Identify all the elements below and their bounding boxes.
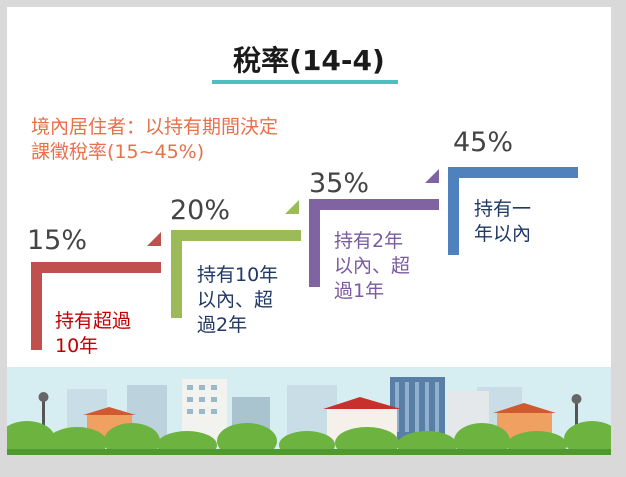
step-15-horizontal-bar <box>31 262 161 273</box>
step-35-horizontal-bar <box>309 199 439 210</box>
percent-35: 35% <box>309 168 370 199</box>
step-20-arrow-tip <box>285 200 299 214</box>
step-20-vertical-bar <box>171 230 182 318</box>
percent-45: 45% <box>453 127 514 158</box>
step-35-vertical-bar <box>309 199 320 287</box>
step-15-vertical-bar <box>31 262 42 350</box>
step-45-horizontal-bar <box>448 167 578 178</box>
step-15-label: 持有超過 10年 <box>55 310 132 357</box>
step-35-label: 持有2年 以內、超 過1年 <box>334 230 411 302</box>
step-15-arrow-tip <box>147 232 161 246</box>
slide-title: 稅率(14-4) <box>233 44 385 77</box>
step-45-label: 持有一 年以內 <box>474 198 532 245</box>
step-20-horizontal-bar <box>171 230 301 241</box>
step-45-vertical-bar <box>448 167 459 255</box>
percent-20: 20% <box>170 195 231 226</box>
slide: 稅率(14-4) 境內居住者：以持有期間決定 課徵稅率(15~45%) 15% … <box>7 7 611 455</box>
percent-15: 15% <box>27 225 88 256</box>
step-35-arrow-tip <box>425 169 439 183</box>
title-underline <box>212 80 398 84</box>
city-skyline-illustration <box>7 367 611 455</box>
step-20-label: 持有10年 以內、超 過2年 <box>197 264 279 336</box>
subtitle: 境內居住者：以持有期間決定 課徵稅率(15~45%) <box>31 116 279 163</box>
